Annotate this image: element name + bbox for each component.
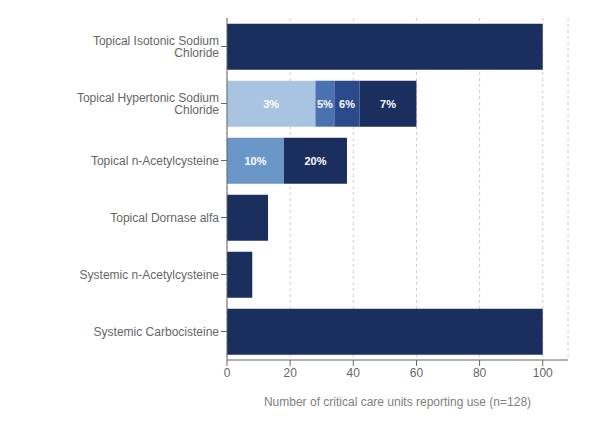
svg-text:7%: 7%	[380, 98, 396, 110]
svg-text:Number of critical care units: Number of critical care units reporting …	[264, 395, 531, 409]
svg-text:Systemic Carbocisteine: Systemic Carbocisteine	[94, 325, 220, 339]
svg-text:60: 60	[410, 366, 424, 380]
svg-text:40: 40	[347, 366, 361, 380]
svg-text:0: 0	[224, 366, 231, 380]
svg-text:Topical Isotonic SodiumChlorid: Topical Isotonic SodiumChloride	[93, 34, 219, 60]
svg-text:10%: 10%	[244, 155, 266, 167]
svg-text:80: 80	[473, 366, 487, 380]
svg-text:Topical n-Acetylcysteine: Topical n-Acetylcysteine	[91, 154, 219, 168]
svg-text:6%: 6%	[339, 98, 355, 110]
svg-text:Topical Hypertonic SodiumChlor: Topical Hypertonic SodiumChloride	[77, 91, 219, 117]
svg-text:Systemic n-Acetylcysteine: Systemic n-Acetylcysteine	[80, 268, 220, 282]
svg-text:100: 100	[533, 366, 553, 380]
svg-text:20: 20	[283, 366, 297, 380]
svg-text:Topical Dornase alfa: Topical Dornase alfa	[110, 211, 219, 225]
svg-text:5%: 5%	[317, 98, 333, 110]
svg-text:20%: 20%	[304, 155, 326, 167]
svg-text:3%: 3%	[263, 98, 279, 110]
